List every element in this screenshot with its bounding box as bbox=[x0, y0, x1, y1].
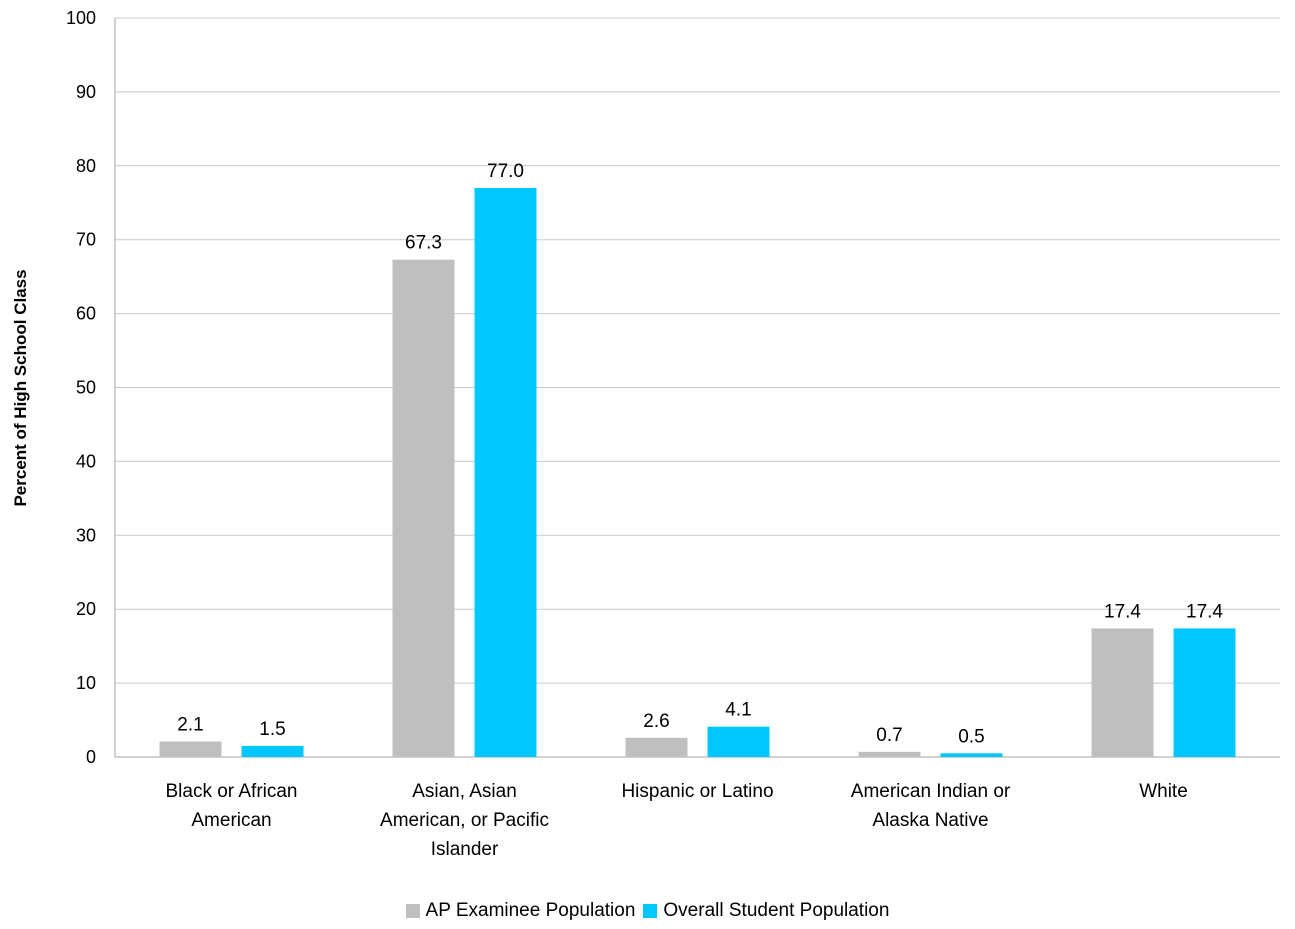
data-label: 77.0 bbox=[487, 161, 524, 182]
legend-label: AP Examinee Population bbox=[425, 900, 636, 921]
bar-ap-examinee bbox=[159, 741, 222, 757]
data-label: 1.5 bbox=[259, 719, 285, 740]
y-tick-label: 20 bbox=[76, 599, 96, 619]
x-tick-label: Black or African American bbox=[166, 781, 298, 831]
x-tick-labels: Black or African American Asian, Asian Amer… bbox=[166, 781, 1188, 860]
legend-label: Overall Student Population bbox=[663, 900, 890, 921]
x-tick-label: Asian, Asian American, or Pacific Islander bbox=[380, 781, 549, 860]
x-tick-label: White bbox=[1139, 781, 1188, 802]
x-tick-label: American Indian or Alaska Native bbox=[851, 781, 1011, 831]
data-labels: 2.1 1.5 67.3 77.0 2.6 4.1 0.7 0.5 17.4 17.4 bbox=[177, 161, 1223, 747]
data-label: 0.7 bbox=[876, 725, 902, 746]
y-tick-label: 60 bbox=[76, 304, 96, 324]
y-tick-label: 50 bbox=[76, 378, 96, 398]
y-tick-label: 90 bbox=[76, 82, 96, 102]
bar-overall-student bbox=[1173, 628, 1236, 757]
data-label: 67.3 bbox=[405, 233, 442, 254]
gridlines bbox=[114, 17, 1280, 758]
bars bbox=[159, 187, 1236, 758]
data-label: 17.4 bbox=[1186, 601, 1223, 622]
legend: AP Examinee Population Overall Student P… bbox=[0, 900, 1295, 922]
bar-ap-examinee bbox=[625, 737, 688, 757]
y-tick-label: 40 bbox=[76, 451, 96, 471]
bar-overall-student bbox=[241, 745, 304, 757]
legend-item-overall-student: Overall Student Population bbox=[643, 900, 889, 922]
legend-item-ap-examinee: AP Examinee Population bbox=[405, 900, 636, 922]
data-label: 2.6 bbox=[643, 711, 669, 732]
bar-ap-examinee bbox=[858, 751, 921, 757]
y-tick-label: 80 bbox=[76, 156, 96, 176]
y-axis-label: Percent of High School Class bbox=[11, 269, 30, 506]
x-tick-label: Hispanic or Latino bbox=[621, 781, 773, 802]
data-label: 2.1 bbox=[177, 714, 203, 735]
y-tick-label: 30 bbox=[76, 525, 96, 545]
data-label: 4.1 bbox=[725, 700, 751, 721]
y-tick-labels: 0 10 20 30 40 50 60 70 80 90 100 bbox=[66, 8, 96, 767]
data-label: 17.4 bbox=[1104, 601, 1141, 622]
y-tick-label: 70 bbox=[76, 230, 96, 250]
y-tick-label: 100 bbox=[66, 8, 96, 28]
bar-chart: 0 10 20 30 40 50 60 70 80 90 100 2.1 1.5 67.3 77.0 2.6… bbox=[11, 8, 1280, 860]
y-tick-label: 10 bbox=[76, 673, 96, 693]
bar-ap-examinee bbox=[1091, 628, 1154, 757]
bar-overall-student bbox=[707, 726, 770, 757]
y-tick-label: 0 bbox=[86, 747, 96, 767]
legend-swatch-cyan bbox=[643, 904, 658, 918]
data-label: 0.5 bbox=[958, 726, 984, 747]
bar-overall-student bbox=[474, 187, 537, 758]
legend-swatch-gray bbox=[405, 904, 420, 918]
bar-ap-examinee bbox=[392, 259, 455, 757]
bar-overall-student bbox=[940, 753, 1003, 757]
